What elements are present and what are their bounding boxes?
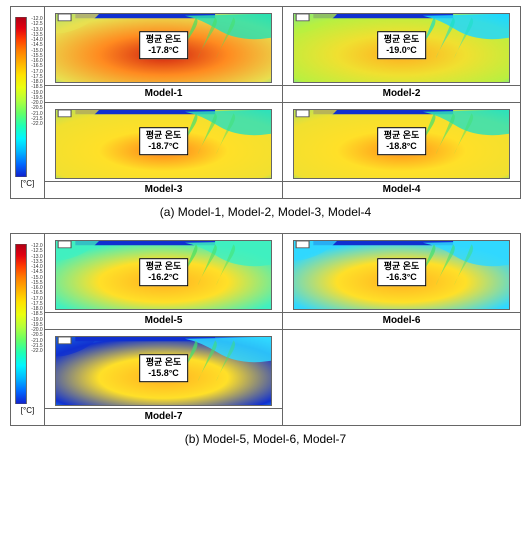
- heatmap-model-2: 평균 온도 -19.0°C: [293, 13, 510, 83]
- overlay-value: -18.7°C: [146, 141, 182, 152]
- overlay-model-3: 평균 온도 -18.7°C: [139, 127, 189, 155]
- figure-a: -12.0-12.5-13.0-13.5-14.0-14.5-15.0-15.5…: [10, 6, 521, 219]
- overlay-model-4: 평균 온도 -18.8°C: [377, 127, 427, 155]
- cell-model-3: 평균 온도 -18.7°C Model-3: [45, 103, 283, 198]
- label-model-6: Model-6: [283, 312, 520, 329]
- figure-a-panel: -12.0-12.5-13.0-13.5-14.0-14.5-15.0-15.5…: [10, 6, 521, 199]
- colorbar-unit: [°C]: [21, 179, 34, 188]
- cell-empty: [283, 330, 520, 425]
- label-model-3: Model-3: [45, 181, 282, 198]
- cell-model-4: 평균 온도 -18.8°C Model-4: [283, 103, 520, 198]
- overlay-value: -16.2°C: [146, 272, 182, 283]
- heatmap-model-5: 평균 온도 -16.2°C: [55, 240, 272, 310]
- overlay-title: 평균 온도: [384, 130, 420, 141]
- overlay-model-2: 평균 온도 -19.0°C: [377, 31, 427, 59]
- cell-model-5: 평균 온도 -16.2°C Model-5: [45, 234, 283, 329]
- overlay-title: 평균 온도: [146, 261, 182, 272]
- overlay-model-1: 평균 온도 -17.8°C: [139, 31, 189, 59]
- overlay-title: 평균 온도: [384, 34, 420, 45]
- overlay-title: 평균 온도: [146, 130, 182, 141]
- overlay-title: 평균 온도: [146, 357, 182, 368]
- label-model-1: Model-1: [45, 85, 282, 102]
- colorbar-ticks-a: -12.0-12.5-13.0-13.5-14.0-14.5-15.0-15.5…: [31, 17, 42, 177]
- colorbar-gradient-icon: [12, 244, 30, 404]
- label-model-4: Model-4: [283, 181, 520, 198]
- overlay-value: -16.3°C: [384, 272, 420, 283]
- heatmap-model-7: 평균 온도 -15.8°C: [55, 336, 272, 406]
- colorbar-gradient-icon: [12, 17, 30, 177]
- overlay-model-6: 평균 온도 -16.3°C: [377, 258, 427, 286]
- overlay-title: 평균 온도: [146, 34, 182, 45]
- label-model-7: Model-7: [45, 408, 282, 425]
- overlay-value: -15.8°C: [146, 368, 182, 379]
- cell-model-7: 평균 온도 -15.8°C Model-7: [45, 330, 283, 425]
- colorbar-ticks-b: -12.0-12.5-13.0-13.5-14.0-14.5-15.0-15.5…: [31, 244, 42, 404]
- label-model-5: Model-5: [45, 312, 282, 329]
- overlay-value: -18.8°C: [384, 141, 420, 152]
- overlay-title: 평균 온도: [384, 261, 420, 272]
- overlay-value: -17.8°C: [146, 45, 182, 56]
- heatmap-model-3: 평균 온도 -18.7°C: [55, 109, 272, 179]
- overlay-model-7: 평균 온도 -15.8°C: [139, 354, 189, 382]
- figure-a-colorbar: -12.0-12.5-13.0-13.5-14.0-14.5-15.0-15.5…: [11, 7, 45, 198]
- figure-b-colorbar: -12.0-12.5-13.0-13.5-14.0-14.5-15.0-15.5…: [11, 234, 45, 425]
- figure-a-grid: 평균 온도 -17.8°C Model-1 평균 온도 -19.0°C Mode…: [45, 7, 520, 198]
- heatmap-model-6: 평균 온도 -16.3°C: [293, 240, 510, 310]
- cell-model-2: 평균 온도 -19.0°C Model-2: [283, 7, 520, 102]
- heatmap-model-4: 평균 온도 -18.8°C: [293, 109, 510, 179]
- figure-b-grid: 평균 온도 -16.2°C Model-5 평균 온도 -16.3°C Mode…: [45, 234, 520, 425]
- overlay-value: -19.0°C: [384, 45, 420, 56]
- cell-model-6: 평균 온도 -16.3°C Model-6: [283, 234, 520, 329]
- figure-b: -12.0-12.5-13.0-13.5-14.0-14.5-15.0-15.5…: [10, 233, 521, 446]
- overlay-model-5: 평균 온도 -16.2°C: [139, 258, 189, 286]
- label-model-2: Model-2: [283, 85, 520, 102]
- figure-a-caption: (a) Model-1, Model-2, Model-3, Model-4: [10, 205, 521, 219]
- figure-b-panel: -12.0-12.5-13.0-13.5-14.0-14.5-15.0-15.5…: [10, 233, 521, 426]
- cell-model-1: 평균 온도 -17.8°C Model-1: [45, 7, 283, 102]
- figure-b-caption: (b) Model-5, Model-6, Model-7: [10, 432, 521, 446]
- heatmap-model-1: 평균 온도 -17.8°C: [55, 13, 272, 83]
- colorbar-unit: [°C]: [21, 406, 34, 415]
